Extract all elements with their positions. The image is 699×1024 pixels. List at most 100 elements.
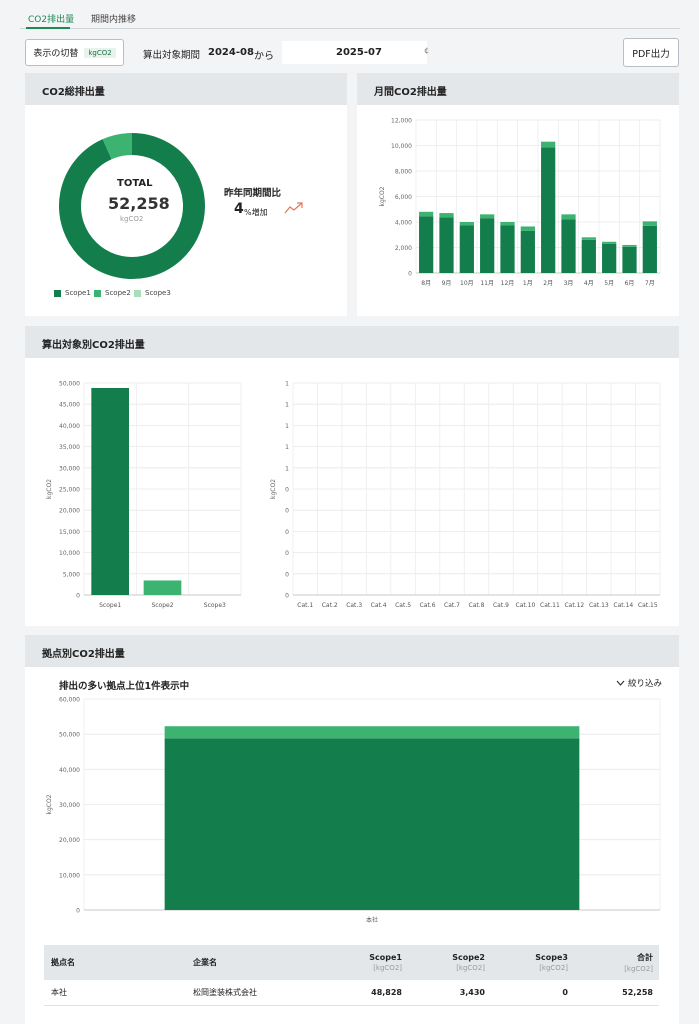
y-tick-label: 10,000	[59, 550, 80, 557]
bar-scope1	[91, 387, 130, 595]
x-tick-label: 本社	[366, 916, 378, 924]
trend-up-icon	[284, 202, 303, 214]
y-tick-label: 20,000	[59, 508, 80, 515]
x-tick-label: Cat.15	[638, 602, 658, 609]
bar-scope2	[541, 141, 556, 148]
tab-bar: CO2排出量 期間内推移	[20, 10, 680, 29]
y-tick-label: 30,000	[59, 465, 80, 472]
cell-company-name: 松岡塗装株式会社	[185, 980, 316, 1006]
bar-scope2	[459, 222, 474, 226]
y-tick-label: 1	[285, 402, 289, 409]
x-tick-label: 1月	[523, 280, 533, 287]
y-tick-label: 10,000	[59, 872, 80, 879]
x-tick-label: Cat.7	[444, 602, 460, 609]
total-value: 52,258	[108, 194, 170, 213]
period-end-value: 2025-07	[336, 47, 382, 58]
cell-scope1: 48,828	[316, 980, 404, 1006]
y-tick-label: 5,000	[63, 571, 80, 578]
y-tick-label: 1	[285, 423, 289, 430]
y-tick-label: 0	[76, 908, 80, 915]
bar-scope2	[480, 214, 495, 219]
filter-button[interactable]: 絞り込み	[616, 677, 662, 689]
x-tick-label: Cat.6	[420, 602, 436, 609]
y-tick-label: 0	[285, 508, 289, 515]
x-tick-label: Cat.10	[516, 602, 536, 609]
bar-scope2	[561, 214, 576, 220]
header-company-name: 企業名	[185, 945, 316, 980]
bar-scope1	[561, 219, 576, 273]
x-tick-label: Cat.5	[395, 602, 411, 609]
bar-scope1	[581, 239, 596, 273]
monthly-emissions-card: 月間CO2排出量 0 2,000 4,000 6,000 8,000 10,000 12,0…	[357, 73, 679, 316]
y-tick-label: 50,000	[59, 381, 80, 388]
display-toggle-button[interactable]: 表示の切替 kgCO2	[25, 39, 124, 66]
y-tick-label: 15,000	[59, 529, 80, 536]
x-tick-label: 3月	[564, 280, 574, 287]
bar-scope2	[439, 213, 454, 218]
x-tick-label: Cat.2	[322, 602, 338, 609]
x-tick-label: 11月	[480, 280, 494, 287]
legend-label-scope2: Scope2	[105, 289, 131, 297]
monthly-card-title: 月間CO2排出量	[357, 73, 679, 105]
y-tick-label: 4,000	[395, 220, 412, 227]
cell-scope2: 3,430	[404, 980, 487, 1006]
y-tick-label: 12,000	[391, 118, 412, 125]
x-tick-label: 5月	[604, 280, 614, 287]
y-axis-label: kgCO2	[379, 186, 386, 206]
bar-scope1	[164, 738, 580, 910]
y-axis-label: kgCO2	[270, 479, 277, 499]
y-tick-label: 1	[285, 381, 289, 388]
donut-slice-scope1	[59, 133, 205, 279]
x-tick-label: Scope3	[204, 602, 226, 609]
y-tick-label: 20,000	[59, 837, 80, 844]
bar-scope2	[602, 241, 617, 244]
tab-period-trend[interactable]: 期間内推移	[91, 15, 137, 25]
header-scope3: Scope3 [kgCO2]	[487, 945, 570, 980]
x-tick-label: 9月	[442, 280, 452, 287]
display-toggle-label: 表示の切替	[33, 49, 79, 59]
bar-scope1	[500, 225, 515, 273]
y-tick-label: 0	[285, 571, 289, 578]
x-tick-label: Cat.9	[493, 602, 509, 609]
bar-scope1	[520, 230, 535, 273]
header-scope1: Scope1 [kgCO2]	[316, 945, 404, 980]
site-emissions-card: 拠点別CO2排出量 排出の多い拠点上位1件表示中 絞り込み 0 10,000 20,…	[25, 635, 679, 1024]
cell-site-name: 本社	[44, 980, 185, 1006]
x-tick-label: 6月	[625, 280, 635, 287]
total-label: TOTAL	[117, 178, 153, 189]
x-tick-label: 12月	[501, 280, 515, 287]
site-table: 拠点名 企業名 Scope1 [kgCO2] Scope2 [kgCO2] Scop…	[44, 945, 659, 1006]
period-end-field[interactable]: 2025-07 ¢	[282, 41, 430, 64]
header-total: 合計 [kgCO2]	[570, 945, 659, 980]
y-tick-label: 45,000	[59, 402, 80, 409]
target-card-title: 算出対象別CO2排出量	[25, 326, 679, 358]
target-emissions-card: 算出対象別CO2排出量 0 5,000 10,000 15,000 20,000 25,0…	[25, 326, 679, 626]
site-bar-chart: 0 10,000 20,000 30,000 40,000 50,000 60,000 kgC…	[46, 697, 661, 924]
unit-badge: kgCO2	[84, 47, 116, 58]
tab-co2[interactable]: CO2排出量	[28, 15, 75, 25]
y-tick-label: 30,000	[59, 802, 80, 809]
total-card-title: CO2総排出量	[25, 73, 347, 105]
x-tick-label: 4月	[584, 280, 594, 287]
y-tick-label: 0	[408, 271, 412, 278]
x-tick-label: Cat.14	[613, 602, 633, 609]
y-tick-label: 35,000	[59, 444, 80, 451]
y-tick-label: 0	[76, 593, 80, 600]
legend-swatch-scope2	[94, 289, 101, 297]
x-tick-label: Cat.4	[371, 602, 387, 609]
spin-icon[interactable]: ¢	[424, 46, 430, 55]
x-tick-label: Scope1	[99, 602, 121, 609]
cell-scope3: 0	[487, 980, 570, 1006]
legend-scope3: Scope3	[134, 289, 171, 297]
header-scope2: Scope2 [kgCO2]	[404, 945, 487, 980]
bar-scope1	[602, 243, 617, 273]
bar-scope2	[164, 726, 580, 739]
total-unit: kgCO2	[120, 215, 144, 223]
period-start-value[interactable]: 2024-08	[208, 47, 254, 58]
bar-scope1	[642, 225, 657, 273]
pdf-export-button[interactable]: PDF出力	[623, 38, 679, 67]
table-row: 本社 松岡塗装株式会社 48,828 3,430 0 52,258	[44, 980, 659, 1006]
x-tick-label: Cat.1	[297, 602, 313, 609]
donut-slice-scope2	[102, 133, 133, 160]
legend-label-scope1: Scope1	[65, 289, 91, 297]
